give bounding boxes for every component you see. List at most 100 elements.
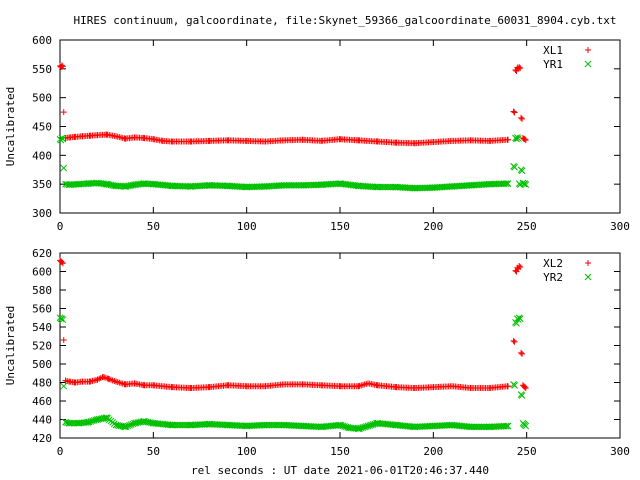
data-point	[225, 382, 231, 389]
x-tick-label: 250	[517, 445, 537, 458]
data-point	[169, 384, 175, 391]
data-point	[467, 137, 474, 144]
data-point	[159, 137, 166, 144]
data-point	[168, 421, 176, 429]
data-point	[511, 381, 518, 389]
y-tick-label: 500	[32, 358, 52, 371]
data-point	[355, 137, 362, 144]
data-point	[511, 109, 518, 116]
data-point	[486, 385, 493, 392]
y-tick-label: 400	[32, 149, 52, 162]
data-point	[516, 315, 524, 323]
data-point	[318, 382, 325, 389]
x-tick-label: 150	[330, 445, 350, 458]
data-point	[411, 423, 419, 431]
data-point	[65, 181, 73, 189]
x-tick-label: 300	[610, 445, 630, 458]
data-point	[510, 337, 517, 344]
y-tick-label: 550	[32, 63, 52, 76]
data-point	[430, 384, 437, 391]
data-point	[59, 63, 66, 70]
series-YR2	[56, 314, 530, 433]
data-point	[103, 180, 111, 188]
x-tick-label: 50	[147, 445, 160, 458]
data-point	[336, 421, 344, 429]
y-tick-label: 600	[32, 34, 52, 47]
data-point	[59, 316, 67, 324]
data-point	[66, 378, 73, 385]
data-point	[373, 183, 381, 191]
data-point	[71, 133, 78, 140]
data-point	[511, 163, 518, 171]
data-point	[84, 418, 92, 426]
data-point	[392, 421, 400, 429]
data-point	[86, 378, 93, 385]
data-point	[140, 180, 148, 187]
data-point	[187, 385, 194, 392]
data-point	[57, 315, 65, 323]
data-point	[150, 382, 157, 389]
data-point	[522, 422, 530, 430]
data-point	[355, 383, 362, 390]
data-point	[505, 136, 511, 143]
data-point	[65, 419, 73, 427]
data-point	[187, 183, 195, 190]
y-tick-label: 560	[32, 303, 52, 316]
legend-label-YR1: YR1	[543, 58, 563, 71]
data-point	[103, 414, 111, 422]
data-point	[280, 181, 288, 189]
data-point	[60, 382, 68, 390]
data-point	[205, 181, 213, 189]
data-point	[105, 375, 112, 382]
data-point	[206, 384, 213, 391]
data-point	[112, 182, 120, 190]
data-point	[511, 338, 518, 345]
data-point	[522, 137, 529, 144]
data-point	[150, 136, 157, 143]
data-point	[467, 181, 475, 189]
data-point	[522, 181, 530, 188]
y-tick-label: 620	[32, 247, 52, 260]
data-point	[518, 392, 526, 399]
data-point	[299, 136, 306, 143]
data-point	[393, 139, 399, 146]
data-point	[519, 350, 526, 357]
data-point	[518, 167, 526, 175]
data-point	[374, 138, 381, 145]
data-point	[103, 131, 110, 138]
data-point	[355, 425, 363, 433]
data-point	[504, 180, 512, 187]
x-tick-label: 200	[423, 445, 443, 458]
y-tick-label: 350	[32, 178, 52, 191]
data-point	[94, 376, 101, 383]
data-point	[225, 137, 231, 144]
data-point	[448, 421, 456, 429]
data-point	[318, 137, 325, 144]
data-point	[516, 262, 523, 269]
data-point	[299, 422, 307, 430]
data-point	[243, 183, 251, 191]
y-tick-label: 460	[32, 395, 52, 408]
data-point	[513, 135, 520, 143]
x-tick-label: 0	[57, 220, 64, 233]
x-tick-label: 150	[330, 220, 350, 233]
data-point	[224, 182, 232, 190]
data-point	[261, 421, 269, 429]
x-tick-label: 100	[237, 445, 257, 458]
legend-marker-YR1	[584, 60, 592, 68]
data-point	[131, 181, 139, 189]
data-point	[66, 134, 73, 141]
data-point	[62, 377, 69, 384]
chart-panel-2: 0 50 100 150 200 250 300 420 440 460 480 500 520 540 5…	[4, 247, 630, 458]
data-point	[429, 422, 437, 430]
data-point	[94, 132, 101, 139]
data-point	[517, 263, 524, 270]
x-tick-label: 50	[147, 220, 160, 233]
data-point	[131, 134, 138, 141]
data-point	[411, 385, 418, 392]
data-point	[75, 419, 83, 427]
data-point	[57, 136, 65, 144]
data-point	[448, 183, 456, 190]
data-point	[243, 383, 250, 390]
